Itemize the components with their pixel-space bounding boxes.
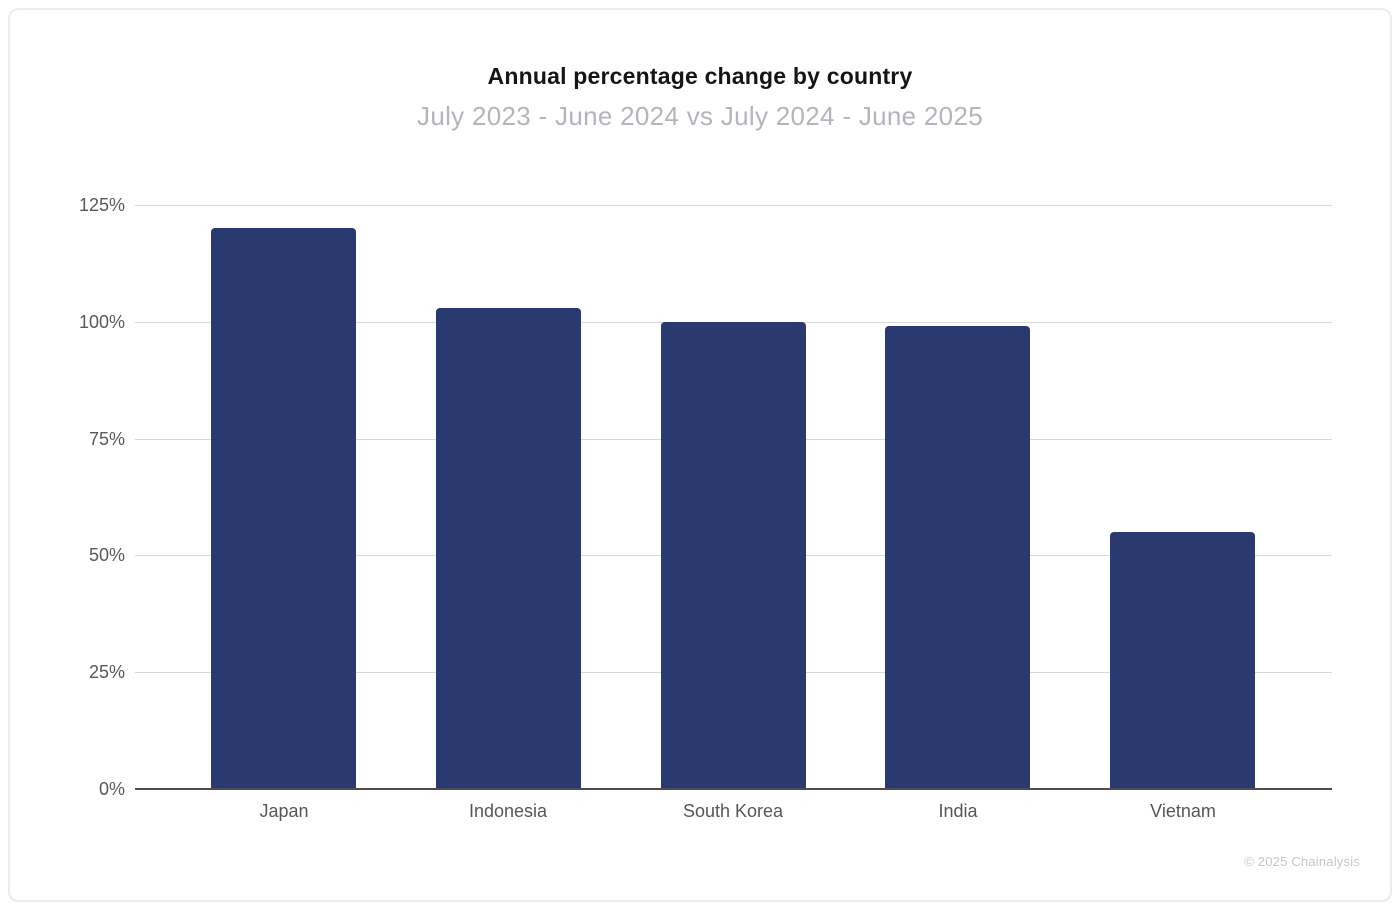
- x-label-india: India: [938, 801, 978, 821]
- bar-vietnam: [1110, 532, 1255, 789]
- chart-title: Annual percentage change by country: [487, 63, 913, 89]
- bar-south-korea: [661, 322, 806, 789]
- bar-india: [885, 326, 1030, 789]
- bar-indonesia: [436, 308, 581, 789]
- chart-subtitle: July 2023 - June 2024 vs July 2024 - Jun…: [417, 101, 983, 131]
- x-label-vietnam: Vietnam: [1150, 801, 1216, 821]
- y-tick-label: 25%: [88, 662, 125, 683]
- x-label-japan: Japan: [259, 801, 309, 821]
- watermark: © 2025 Chainalysis: [1244, 854, 1360, 869]
- y-tick-label: 125%: [78, 195, 125, 215]
- x-axis-line: [135, 788, 1332, 790]
- y-tick-label: 75%: [88, 428, 125, 449]
- bar-japan: [211, 228, 356, 789]
- x-label-indonesia: Indonesia: [468, 801, 548, 821]
- y-tick-label: 50%: [88, 545, 125, 566]
- y-tick-label: 0%: [98, 779, 125, 799]
- y-tick-label: 100%: [78, 311, 125, 332]
- x-label-south-korea: South Korea: [682, 801, 784, 821]
- gridline: [135, 205, 1332, 206]
